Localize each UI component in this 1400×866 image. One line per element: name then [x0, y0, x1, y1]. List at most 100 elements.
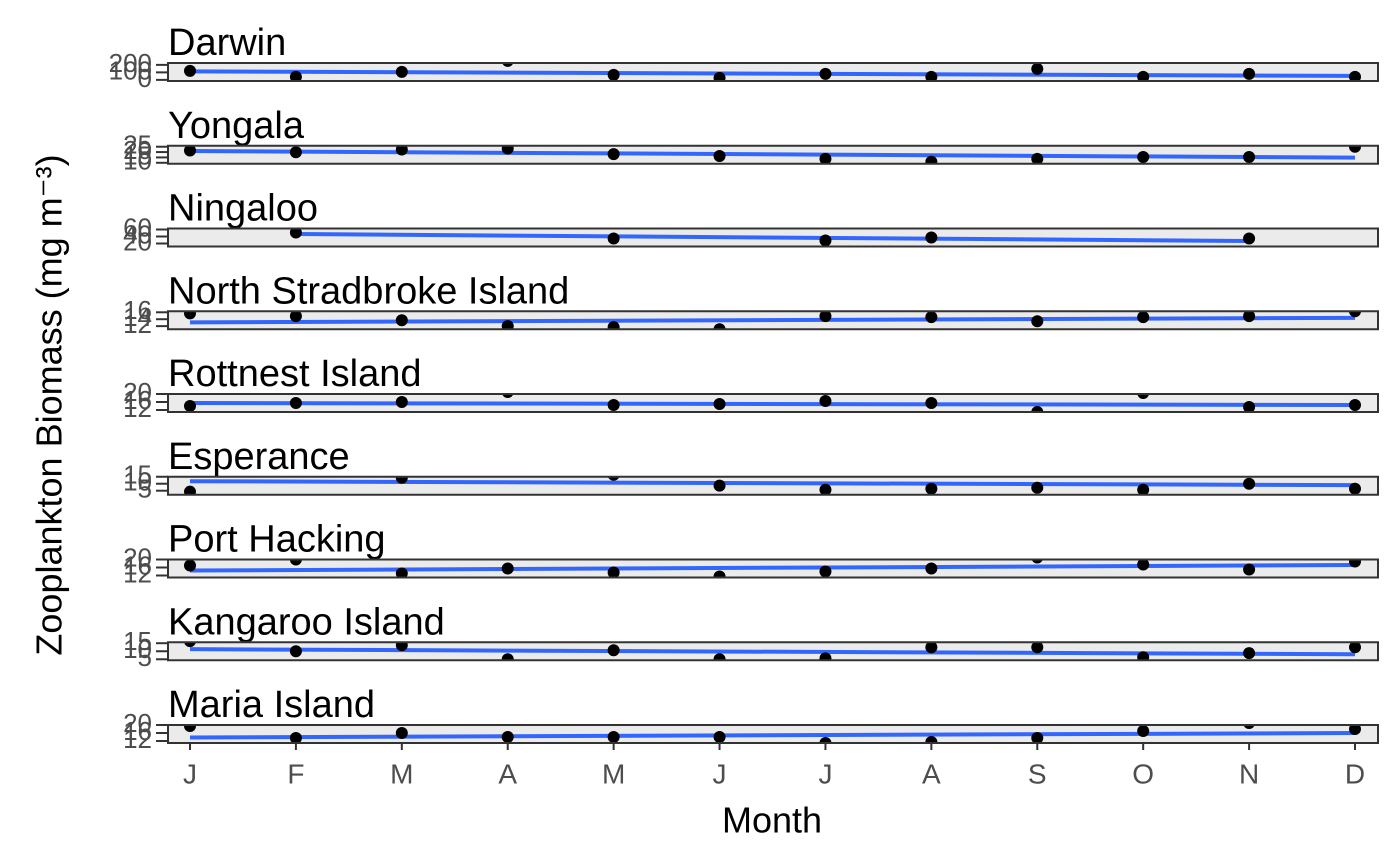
y-tick-label: 20 [123, 542, 152, 572]
data-point [501, 562, 514, 575]
fit-line [295, 232, 1250, 244]
y-tick-label: 12 [123, 558, 152, 588]
x-tick-label: A [498, 758, 517, 789]
y-tick-label: 25 [123, 130, 152, 160]
y-tick-label: 10 [123, 467, 152, 497]
data-point [1243, 311, 1256, 323]
y-tick-label: 12 [123, 309, 152, 339]
y-tick-label: 0 [138, 63, 152, 93]
panel-border [167, 310, 1379, 331]
data-point [289, 311, 302, 323]
panel-border [167, 475, 1379, 496]
data-point [925, 642, 938, 654]
data-point [395, 396, 408, 408]
y-tick-label: 10 [123, 634, 152, 664]
fit-line [189, 401, 1356, 407]
panel-title: Yongala [168, 105, 305, 147]
data-point [819, 311, 832, 323]
panel-title: Port Hacking [168, 519, 386, 561]
panel-border [167, 558, 1379, 579]
data-point [184, 642, 196, 648]
y-tick-label: 20 [123, 377, 152, 407]
y-tick-label: 12 [123, 393, 152, 423]
y-tick-label: 200 [109, 48, 152, 78]
data-point [1349, 70, 1361, 81]
data-point [713, 731, 726, 743]
data-point [1137, 394, 1150, 399]
data-point [607, 68, 620, 81]
data-point [925, 397, 938, 409]
x-tick-label: O [1132, 758, 1154, 789]
data-point [289, 732, 302, 743]
data-point [1349, 482, 1361, 495]
data-point [713, 398, 726, 410]
data-point [713, 323, 726, 330]
data-point [1243, 232, 1256, 245]
data-point [1349, 399, 1361, 411]
panel-border [167, 393, 1379, 413]
x-tick-label: J [818, 758, 832, 789]
data-point [395, 314, 408, 327]
y-tick-label: 16 [123, 295, 152, 325]
data-point [501, 320, 514, 330]
data-point [1243, 477, 1256, 490]
plot-area [184, 394, 1361, 412]
data-point [1137, 559, 1150, 571]
data-point [819, 395, 832, 407]
fit-line [189, 563, 1356, 573]
y-tick-label: 100 [109, 55, 152, 85]
data-point [819, 67, 832, 80]
fit-line [189, 731, 1356, 740]
x-tick-label: M [602, 758, 625, 789]
data-point [819, 652, 832, 661]
panel-border [167, 62, 1379, 82]
panel-title: North Stradbroke Island [168, 270, 569, 312]
data-point [395, 65, 408, 78]
data-point [819, 483, 832, 495]
y-tick-label: 40 [123, 219, 152, 249]
data-point [607, 321, 620, 330]
y-tick-label: 15 [123, 626, 152, 656]
data-point [1137, 483, 1150, 495]
data-point [1137, 725, 1150, 737]
data-point [395, 476, 408, 484]
y-tick-label: 16 [123, 550, 152, 580]
x-tick-label: M [390, 758, 413, 789]
panel-border [167, 724, 1379, 744]
x-tick-label: S [1028, 758, 1047, 789]
data-point [713, 479, 726, 492]
plot-area [184, 476, 1361, 495]
data-point [607, 399, 620, 411]
data-point [713, 71, 726, 81]
data-point [713, 653, 726, 661]
data-point [289, 397, 302, 409]
panel-title: Ningaloo [168, 188, 318, 230]
x-axis-label: Month [722, 800, 822, 841]
data-point [925, 736, 938, 743]
data-point [1137, 651, 1150, 661]
plot-area [184, 63, 1361, 81]
x-tick-label: A [922, 758, 941, 789]
y-tick-label: 20 [123, 135, 152, 165]
data-point [184, 400, 196, 412]
panel-border [167, 144, 1379, 165]
data-point [607, 148, 620, 161]
data-point [184, 725, 196, 732]
data-point [1349, 642, 1361, 654]
fit-line [189, 149, 1356, 160]
data-point [607, 731, 620, 743]
data-point [1243, 647, 1256, 660]
data-point [607, 476, 620, 481]
data-point [1031, 481, 1044, 494]
y-tick-label: 20 [123, 708, 152, 738]
y-tick-label: 14 [123, 302, 152, 332]
y-tick-label: 16 [123, 716, 152, 746]
y-tick-label: 5 [138, 642, 152, 672]
